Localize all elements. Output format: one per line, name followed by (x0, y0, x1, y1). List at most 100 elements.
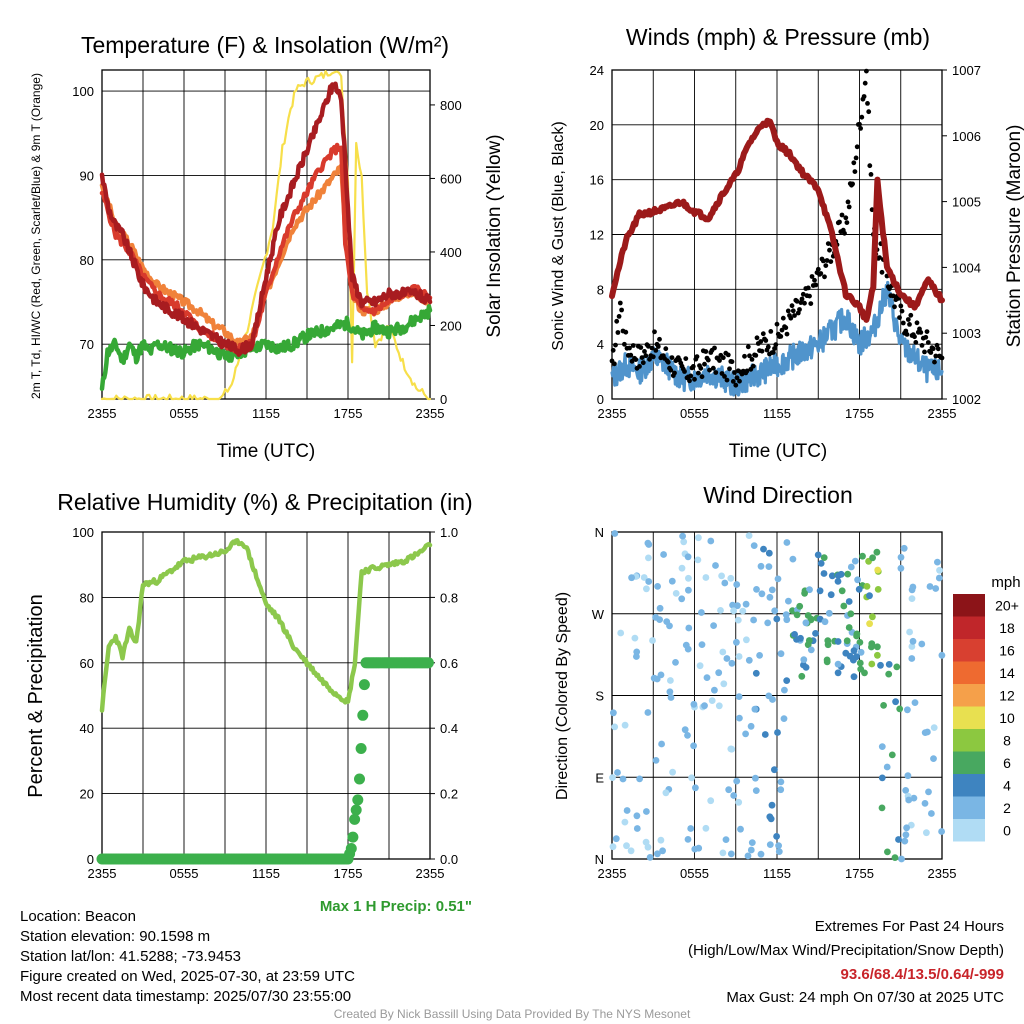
direction-point (825, 609, 833, 617)
gust-point (744, 368, 750, 374)
gust-point (616, 314, 622, 319)
info-location: Location: Beacon (20, 908, 136, 925)
direction-point (750, 616, 757, 624)
legend-swatch (953, 706, 985, 729)
direction-point (725, 786, 733, 794)
direction-point (896, 705, 904, 713)
direction-point (878, 804, 886, 812)
direction-point (820, 570, 828, 577)
direction-point (857, 648, 865, 656)
direction-point (909, 583, 917, 591)
gust-point (789, 303, 795, 309)
direction-point (702, 824, 710, 832)
direction-point (797, 634, 804, 642)
direction-point (727, 745, 735, 753)
direction-point (649, 637, 656, 644)
direction-point (821, 618, 829, 626)
gust-point (652, 329, 657, 335)
direction-point (712, 562, 719, 569)
direction-point (777, 786, 785, 794)
direction-point (918, 640, 926, 648)
gust-point (640, 360, 646, 366)
gust-point (627, 345, 632, 351)
gust-point (844, 220, 850, 226)
direction-point (679, 532, 686, 540)
direction-point (902, 831, 910, 839)
legend-label: 0 (1003, 822, 1011, 838)
precip-point (352, 794, 364, 806)
direction-point (650, 674, 658, 682)
direction-point (791, 631, 798, 638)
wind-frame (611, 69, 943, 400)
direction-point (733, 638, 740, 646)
gust-point (747, 353, 752, 359)
direction-point (685, 624, 693, 632)
legend-swatch (953, 616, 985, 639)
direction-point (733, 777, 741, 785)
gust-point (737, 378, 742, 384)
gust-point (729, 359, 735, 365)
dir-title: Wind Direction (703, 482, 853, 508)
gust-point (613, 342, 618, 348)
direction-point (646, 854, 654, 861)
direction-point (745, 532, 753, 539)
direction-point (855, 585, 863, 593)
gust-point (857, 121, 862, 127)
wind-xtick-label: 0555 (680, 406, 709, 421)
temp-title: Temperature (F) & Insolation (W/m²) (81, 32, 449, 58)
direction-point (921, 729, 929, 736)
gust-point (923, 334, 929, 340)
rh-y2tick-label: 0.8 (440, 590, 458, 605)
gust-point (845, 199, 851, 205)
direction-point (652, 757, 660, 764)
direction-point (930, 755, 937, 762)
gust-point (837, 219, 842, 225)
gust-point (698, 365, 704, 371)
direction-point (719, 849, 727, 857)
direction-point (910, 794, 918, 802)
gust-point (615, 330, 621, 335)
gust-point (912, 334, 917, 340)
direction-point (824, 641, 832, 649)
gust-point (669, 355, 675, 360)
rh-xtick-label: 1755 (334, 866, 363, 881)
gust-point (907, 322, 912, 327)
direction-point (633, 648, 641, 656)
direction-point (645, 554, 652, 562)
direction-point (774, 729, 781, 736)
direction-point (659, 847, 666, 855)
direction-point (781, 686, 788, 694)
direction-point (869, 554, 876, 562)
gust-point (798, 300, 804, 305)
direction-point (932, 585, 940, 592)
direction-point (893, 663, 901, 671)
direction-point (834, 660, 842, 668)
direction-point (768, 586, 776, 594)
gust-point (851, 160, 857, 166)
gust-point (724, 377, 730, 383)
direction-point (614, 769, 621, 776)
legend-label: 8 (1003, 732, 1011, 748)
gust-point (623, 329, 629, 335)
direction-point (662, 789, 670, 797)
temp-ytick-label: 100 (72, 84, 94, 99)
extremes-gust: Max Gust: 24 mph On 07/30 at 2025 UTC (726, 989, 1004, 1006)
direction-point (775, 848, 783, 855)
gust-point (850, 181, 855, 187)
direction-point (771, 766, 778, 774)
direction-point (694, 556, 702, 564)
direction-panel: Wind Direction Direction (Colored By Spe… (554, 482, 1021, 881)
direction-point (609, 843, 617, 851)
gust-point (720, 355, 726, 361)
gust-point (919, 343, 925, 348)
gust-point (913, 340, 919, 345)
temp-xtick-label: 2355 (416, 406, 445, 421)
direction-point (835, 572, 842, 579)
gust-point (768, 329, 774, 334)
direction-point (698, 641, 706, 648)
legend-swatch (953, 729, 985, 752)
direction-point (906, 628, 913, 636)
direction-point (666, 688, 674, 696)
direction-point (938, 828, 945, 835)
gust-point (783, 325, 789, 331)
